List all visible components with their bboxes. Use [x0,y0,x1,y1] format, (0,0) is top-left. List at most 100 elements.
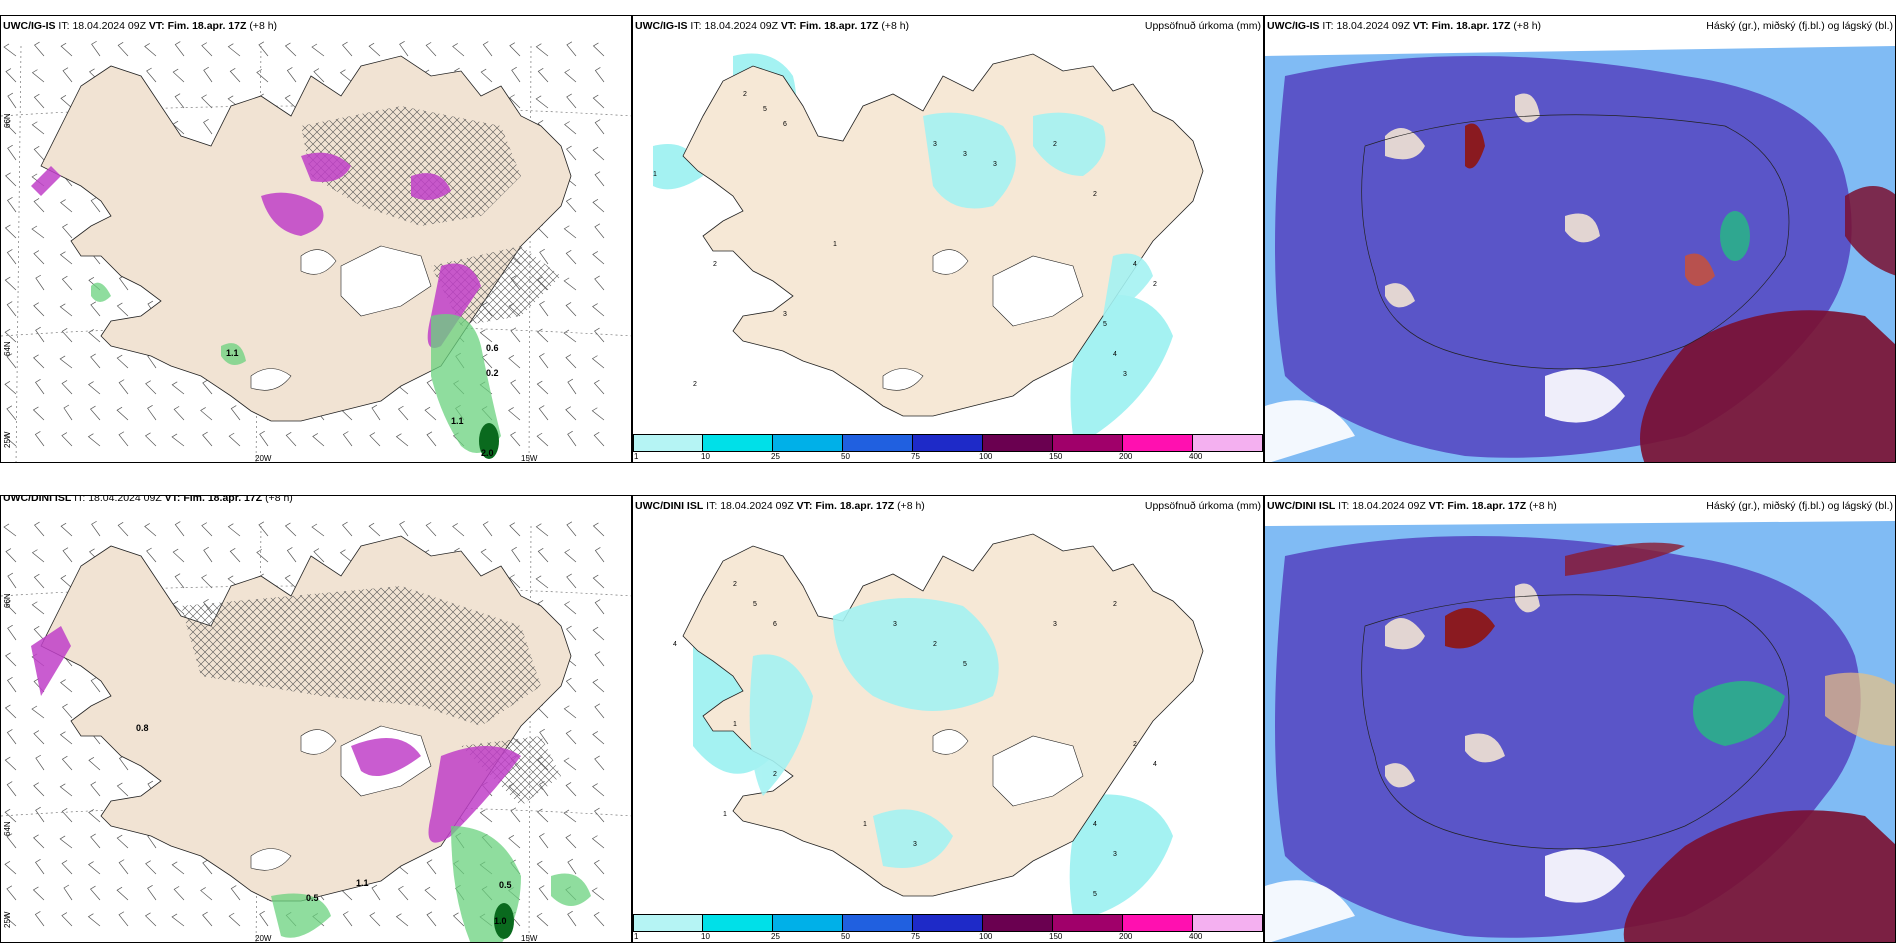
wind-barb [6,729,17,745]
header-bottom-right: UWC/DINI ISL IT: 18.04.2024 09Z VT: Fim.… [1267,500,1557,512]
wind-barb [591,355,605,369]
wind-barb [61,328,73,343]
precip-value: 3 [993,161,997,168]
value-label: 1.1 [226,348,239,358]
wind-barb [594,223,605,239]
model-label: UWC/IG-IS [635,20,688,32]
wind-barb [511,66,521,83]
vt-label: VT: [780,20,797,32]
wind-barb [33,354,45,369]
wind-barb [592,783,605,797]
model-label: UWC/IG-IS [3,20,56,32]
lead-time: (+8 h) [881,20,910,32]
vt-label: VT: [1428,500,1445,512]
wind-barb [116,354,129,369]
wind-barb [535,523,549,537]
wind-barb [227,523,241,537]
wind-barb [90,833,101,849]
wind-barb [538,885,549,901]
wind-barb [592,303,605,317]
precip-value: 2 [733,581,737,588]
precip-value: 3 [1123,371,1127,378]
wind-barb [594,275,605,291]
wind-barb [509,94,521,109]
precip-value: 4 [1113,351,1117,358]
precip-value: 2 [1053,141,1057,148]
wind-barb [61,912,73,927]
wind-barb [7,624,17,641]
lat-label-64n: 64N [3,341,12,356]
wind-barb [426,379,437,395]
wind-barb [145,380,157,395]
wind-barb [4,913,17,927]
wind-barb [33,93,45,109]
colorbar-tick: 25 [771,932,780,941]
vt-value: Fim. 18.apr. 17Z [183,495,263,504]
wind-barb [6,249,17,265]
wind-barb [145,860,157,875]
cloud-map-bottom: UWC/DINI ISL IT: 18.04.2024 09Z VT: Fim.… [1264,495,1896,943]
wind-barb [174,521,185,537]
wind-barb [258,41,269,57]
wind-barb [452,912,465,927]
wind-precip-map-bottom: UWC/DINI ISL IT: 18.04.2024 09Z VT: Fim.… [0,495,632,943]
wind-barb [116,302,129,317]
wind-barb [4,756,17,771]
wind-barb [7,92,17,109]
wind-barb [201,42,213,57]
wind-barb [539,248,549,265]
precip-map-svg: 2 5 6 3 3 3 2 2 4 2 5 4 3 1 2 3 1 2 [653,53,1204,436]
wind-barb [369,912,381,927]
value-label: 0.5 [306,893,319,903]
header-top-left: UWC/IG-IS IT: 18.04.2024 09Z VT: Fim. 18… [3,20,277,32]
wind-barb [312,433,325,447]
wind-barb [229,547,241,563]
colorbar-tick: 1 [634,932,639,941]
wind-barb [60,522,73,537]
wind-barb [62,547,73,563]
wind-barb [567,858,577,875]
wind-barb [592,626,605,641]
wind-barb [426,431,437,447]
wind-barb [88,381,101,395]
wind-barb [508,407,521,421]
wind-barb [286,547,297,563]
wind-barb [565,834,577,849]
wind-barb [566,145,577,161]
vt-value: Fim. 18.apr. 17Z [799,20,879,32]
precip-value: 2 [1153,281,1157,288]
wind-barb [479,329,493,343]
wind-barb [62,223,73,239]
wind-barb [59,783,73,797]
wind-barb [566,625,577,641]
wind-barb [144,43,157,57]
wind-barb [90,353,101,369]
wind-barb [5,120,17,135]
wind-barb [594,119,605,135]
wind-barb [35,754,45,771]
wind-barb [479,809,493,823]
wind-barb [33,626,45,641]
wind-barb [592,522,605,537]
wind-barb [5,68,17,83]
precip-title: Uppsöfnuð úrkoma (mm) [1144,500,1261,512]
wind-barb [88,329,101,343]
wind-barb [61,275,73,291]
precip-value: 3 [933,141,937,148]
wind-barb [256,69,269,83]
precip-value: 5 [1103,321,1107,328]
precip-value: 3 [963,151,967,158]
wind-barb [202,911,213,927]
wind-barb [538,405,549,421]
wind-barb [536,860,549,875]
wind-barb [6,405,17,421]
wind-barb [33,146,45,161]
wind-barb [202,431,213,447]
wind-barb [31,69,45,83]
wind-barb [172,548,185,563]
wind-barb [259,910,269,927]
wind-barb [4,224,17,239]
wind-barb [146,547,157,563]
wind-barb [564,601,577,615]
lon-label-15w: 15W [521,454,538,463]
